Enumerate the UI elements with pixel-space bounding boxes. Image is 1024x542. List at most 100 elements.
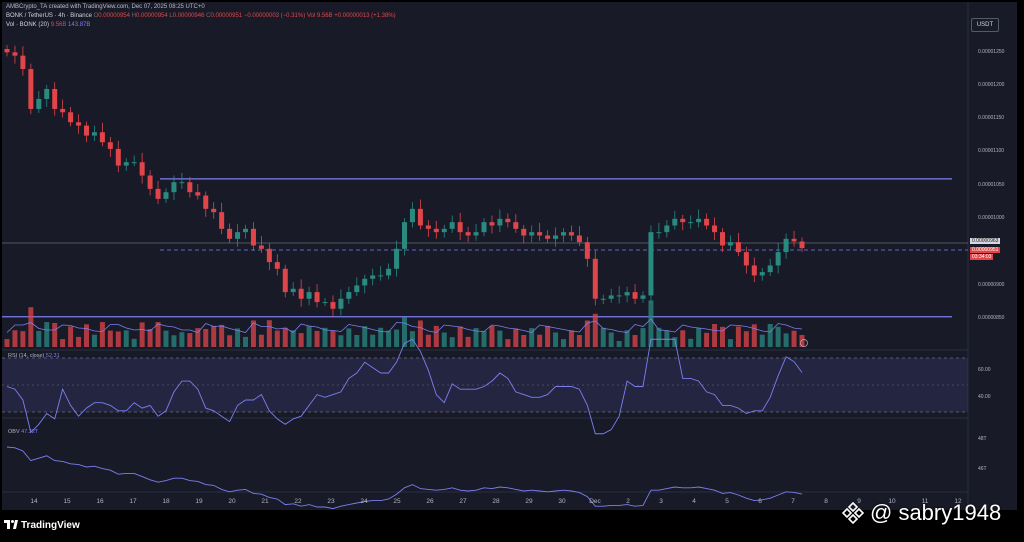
rsi-label: RSI (14, close) [8, 353, 45, 359]
candle [592, 258, 598, 299]
volume-bar [99, 322, 105, 347]
time-label: 18 [162, 498, 170, 505]
candle [147, 175, 153, 189]
ohlc-vol: Vol 9.56B [306, 13, 333, 19]
candle [688, 222, 694, 224]
volume-label[interactable]: Vol · BONK (20) [6, 22, 50, 28]
volume-bar [243, 336, 248, 347]
symbol-ohlc-line: BONK / TetherUS · 4h · Binance O0.000009… [6, 12, 396, 20]
ohlc-o-label: O [93, 13, 99, 19]
volume-bar [266, 320, 272, 347]
symbol-label[interactable]: BONK / TetherUS · 4h · Binance [6, 13, 92, 19]
volume-ma-line [6, 318, 803, 334]
candle [290, 288, 296, 293]
candle [282, 268, 288, 293]
volume-bar [330, 330, 336, 347]
tradingview-logo-text: TradingView [21, 520, 80, 531]
ohlc-l-label: L [169, 13, 173, 19]
volume-bar [775, 326, 781, 347]
rsi-level-label: 40.00 [978, 394, 991, 400]
volume-bar [712, 324, 718, 347]
time-label: 21 [261, 498, 269, 505]
time-label: 11 [921, 498, 929, 505]
candle [298, 288, 304, 299]
price-label: 0.00001050 [978, 182, 1005, 188]
time-label: Dec [589, 498, 601, 505]
candle [441, 228, 447, 233]
candle [417, 208, 423, 226]
volume-bar [115, 331, 121, 347]
candle [354, 285, 360, 293]
time-label: 6 [758, 498, 762, 505]
volume-bar [20, 331, 26, 347]
time-label: 24 [360, 498, 368, 505]
candle [266, 248, 272, 263]
obv-legend[interactable]: OBV 47.32T [8, 429, 38, 435]
candle [187, 182, 193, 193]
candle [163, 192, 169, 199]
volume-bar [759, 334, 765, 347]
candle [576, 235, 582, 243]
candle [497, 218, 503, 226]
volume-bar [553, 332, 559, 347]
price-chart-svg[interactable] [2, 2, 1017, 510]
ohlc-o: 0.00000954 [98, 13, 130, 19]
volume-bar [179, 332, 185, 347]
volume-bar [12, 330, 18, 347]
candle [568, 232, 574, 236]
candle [775, 252, 781, 266]
chart-pane[interactable]: AMBCrypto_TA created with TradingView.co… [2, 2, 1017, 510]
candle [314, 292, 320, 303]
volume-bar [497, 330, 503, 347]
candle [219, 212, 225, 229]
volume-bar [36, 330, 42, 347]
volume-bar [219, 324, 225, 347]
time-label: 25 [393, 498, 401, 505]
candle [211, 208, 217, 213]
candle [489, 222, 495, 226]
price-label: 0.00000900 [978, 282, 1005, 288]
obv-level-label: 46T [978, 466, 987, 472]
volume-bar [274, 330, 280, 347]
volume-bar [433, 325, 439, 347]
volume-bar [608, 332, 614, 347]
volume-bar [616, 341, 622, 347]
candle [203, 195, 209, 209]
volume-bar [696, 328, 702, 347]
rsi-legend[interactable]: RSI (14, close) 52.31 [8, 353, 60, 359]
obv-label: OBV [8, 429, 20, 435]
candle [632, 292, 638, 299]
volume-bar [107, 330, 113, 347]
tradingview-logo[interactable]: TradingView [4, 520, 80, 531]
candle [131, 162, 137, 164]
candle [727, 242, 733, 246]
candle [680, 218, 686, 223]
candle [600, 298, 606, 300]
volume-bar [624, 330, 630, 347]
candle [171, 182, 177, 193]
volume-bar [457, 326, 463, 347]
volume-bar [195, 328, 201, 347]
volume-bar [735, 326, 741, 347]
time-label: 23 [327, 498, 335, 505]
candle [735, 242, 741, 253]
candle [664, 225, 670, 233]
candle [274, 262, 280, 269]
candle [195, 192, 201, 196]
candle [791, 238, 797, 242]
currency-button[interactable]: USDT [971, 18, 999, 32]
candle [250, 228, 256, 246]
volume-bar [298, 333, 304, 347]
volume-legend: Vol · BONK (20) 9.56B 143.87B [6, 21, 90, 29]
candle [465, 232, 471, 236]
price-label: 0.00001000 [978, 215, 1005, 221]
countdown-tag: 03:34:03 [970, 254, 994, 260]
candle [4, 49, 10, 53]
volume-bar [52, 323, 58, 347]
time-label: 28 [492, 498, 500, 505]
candle [107, 142, 113, 149]
chart-credit: AMBCrypto_TA created with TradingView.co… [6, 4, 205, 10]
volume-bar [68, 326, 74, 347]
candle [783, 238, 789, 253]
candle [624, 292, 630, 296]
